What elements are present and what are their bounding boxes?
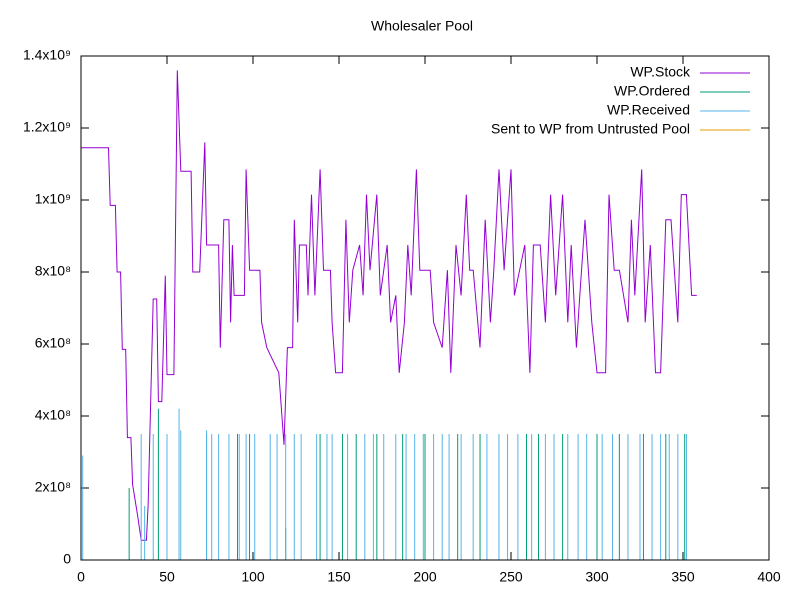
chart-title: Wholesaler Pool [371, 18, 473, 34]
y-tick-label: 6x10⁸ [35, 335, 71, 351]
series-line [81, 70, 697, 541]
y-tick-label: 1.4x10⁹ [23, 47, 71, 63]
legend-label: Sent to WP from Untrusted Pool [491, 121, 690, 137]
y-tick-label: 1.2x10⁹ [23, 119, 71, 135]
x-tick-label: 200 [413, 569, 437, 585]
x-tick-label: 150 [327, 569, 351, 585]
y-tick-label: 1x10⁹ [35, 191, 71, 207]
y-tick-label: 4x10⁸ [35, 407, 71, 423]
x-tick-label: 0 [77, 569, 85, 585]
legend-label: WP.Ordered [614, 83, 690, 99]
x-tick-label: 50 [159, 569, 175, 585]
y-tick-label: 8x10⁸ [35, 263, 71, 279]
x-tick-label: 300 [585, 569, 609, 585]
legend-label: WP.Stock [630, 64, 691, 80]
x-tick-label: 250 [499, 569, 523, 585]
plot-frame [80, 55, 770, 561]
y-tick-label: 0 [63, 551, 71, 567]
legend-label: WP.Received [607, 102, 690, 118]
y-tick-label: 2x10⁸ [35, 479, 71, 495]
x-tick-label: 400 [757, 569, 781, 585]
x-tick-label: 350 [671, 569, 695, 585]
x-tick-label: 100 [241, 569, 265, 585]
